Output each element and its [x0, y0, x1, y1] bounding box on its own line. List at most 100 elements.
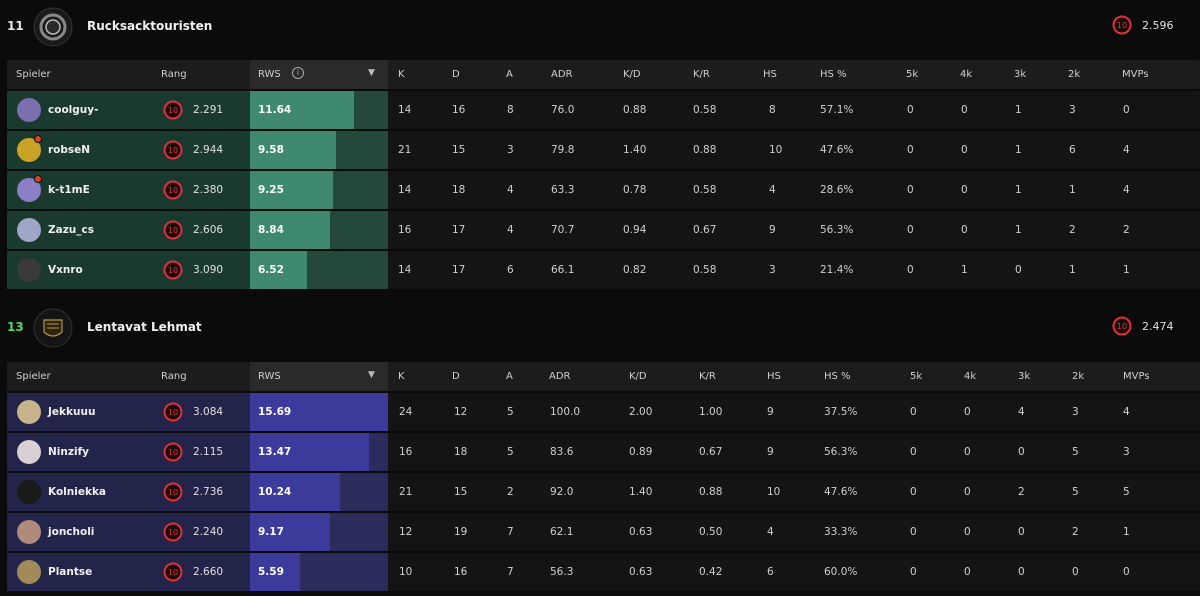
kd-value: 0.88 — [623, 104, 647, 116]
svg-text:10: 10 — [1117, 322, 1127, 331]
player-avatar[interactable] — [17, 520, 41, 544]
team-header: 11 Rucksacktouristen 10 2.596 — [0, 0, 1200, 52]
four-kills-value: 0 — [961, 224, 968, 236]
headshots-value: 9 — [769, 224, 776, 236]
column-header: 4k — [964, 371, 977, 382]
info-icon[interactable]: i — [292, 67, 304, 79]
five-kills-value: 0 — [910, 486, 917, 498]
column-header: RWS — [258, 69, 281, 80]
skill-level-icon: 10 — [163, 522, 183, 542]
three-kills-value: 1 — [1015, 184, 1022, 196]
team-name[interactable]: Rucksacktouristen — [87, 19, 213, 33]
deaths-value: 15 — [454, 486, 468, 498]
column-header: MVPs — [1123, 371, 1150, 382]
player-name[interactable]: Jekkuuu — [48, 406, 96, 418]
skill-level-icon: 10 — [163, 562, 183, 582]
chevron-down-icon: ▼ — [368, 68, 375, 78]
svg-text:10: 10 — [168, 266, 178, 275]
kr-value: 0.42 — [699, 566, 723, 578]
two-kills-value: 6 — [1069, 144, 1076, 156]
column-header: A — [506, 371, 513, 382]
player-row[interactable]: robseN 10 2.944 9.58 21 15 3 79.8 1.40 0.88 10 4… — [7, 131, 1200, 169]
player-avatar[interactable] — [17, 98, 41, 122]
player-avatar[interactable] — [17, 440, 41, 464]
player-avatar[interactable] — [17, 480, 41, 504]
player-avatar[interactable] — [17, 400, 41, 424]
rws-value: 9.58 — [258, 144, 284, 156]
kd-value: 0.63 — [629, 526, 653, 538]
skill-level-icon: 10 — [163, 100, 183, 120]
kd-value: 2.00 — [629, 406, 653, 418]
headshots-value: 4 — [769, 184, 776, 196]
column-header: 2k — [1068, 69, 1081, 80]
team-average-elo: 2.474 — [1142, 320, 1174, 333]
player-name[interactable]: k-t1mE — [48, 184, 90, 196]
svg-text:10: 10 — [168, 106, 178, 115]
two-kills-value: 3 — [1072, 406, 1079, 418]
player-avatar[interactable] — [17, 258, 41, 282]
player-row[interactable]: Ninzify 10 2.115 13.47 16 18 5 83.6 0.89 0.67 9… — [7, 433, 1200, 471]
headshot-percent-value: 37.5% — [824, 406, 858, 418]
headshot-percent-value: 60.0% — [824, 566, 858, 578]
sort-column-rws[interactable]: RWS i ▼ — [250, 60, 388, 89]
assists-value: 7 — [507, 526, 514, 538]
player-row[interactable]: k-t1mE 10 2.380 9.25 14 18 4 63.3 0.78 0.58 4 28… — [7, 171, 1200, 209]
kd-value: 0.82 — [623, 264, 647, 276]
svg-text:10: 10 — [168, 146, 178, 155]
column-header: MVPs — [1122, 69, 1149, 80]
rws-value: 15.69 — [258, 406, 292, 418]
mvps-value: 0 — [1123, 566, 1130, 578]
player-name[interactable]: joncholi — [48, 526, 95, 538]
adr-value: 63.3 — [551, 184, 575, 196]
player-avatar[interactable] — [17, 560, 41, 584]
headshot-percent-value: 47.6% — [824, 486, 858, 498]
sort-column-rws[interactable]: RWS ▼ — [250, 362, 388, 391]
player-row[interactable]: joncholi 10 2.240 9.17 12 19 7 62.1 0.63 0.50 4… — [7, 513, 1200, 551]
rws-value: 8.84 — [258, 224, 284, 236]
mvps-value: 4 — [1123, 184, 1130, 196]
player-name[interactable]: Zazu_cs — [48, 224, 95, 236]
player-row[interactable]: Kolniekka 10 2.736 10.24 21 15 2 92.0 1.40 0.8… — [7, 473, 1200, 511]
player-elo: 2.660 — [193, 566, 224, 578]
adr-value: 79.8 — [551, 144, 575, 156]
player-row[interactable]: Plantse 10 2.660 5.59 10 16 7 56.3 0.63 0.42 6 6… — [7, 553, 1200, 591]
headshots-value: 6 — [767, 566, 774, 578]
three-kills-value: 0 — [1015, 264, 1022, 276]
player-row[interactable]: Zazu_cs 10 2.606 8.84 16 17 4 70.7 0.94 0.67 9 5… — [7, 211, 1200, 249]
column-header: 5k — [910, 371, 923, 382]
player-name[interactable]: Plantse — [48, 566, 93, 578]
rws-bar-fill — [250, 393, 388, 431]
headshots-value: 4 — [767, 526, 774, 538]
svg-text:10: 10 — [168, 226, 178, 235]
team-scoreboard: Spieler Rang RWS ▼ K D A ADR K/D K/R HS … — [7, 362, 1200, 591]
player-row[interactable]: coolguy- 10 2.291 11.64 14 16 8 76.0 0.88 0.58… — [7, 91, 1200, 129]
player-name[interactable]: robseN — [48, 144, 91, 156]
assists-value: 4 — [507, 184, 514, 196]
kills-value: 10 — [399, 566, 413, 578]
five-kills-value: 0 — [907, 184, 914, 196]
rws-bar-fill — [250, 171, 333, 209]
column-header: A — [506, 69, 513, 80]
player-name[interactable]: Kolniekka — [48, 486, 107, 498]
player-name[interactable]: Ninzify — [48, 446, 89, 458]
player-elo: 2.944 — [193, 144, 224, 156]
column-header: Rang — [161, 69, 187, 80]
skill-level-icon: 10 — [163, 260, 183, 280]
player-avatar[interactable] — [17, 218, 41, 242]
player-name[interactable]: coolguy- — [48, 104, 99, 116]
team-name[interactable]: Lentavat Lehmat — [87, 320, 202, 334]
skill-level-icon: 10 — [163, 140, 183, 160]
player-row[interactable]: Jekkuuu 10 3.084 15.69 24 12 5 100.0 2.00 1.00… — [7, 393, 1200, 431]
player-name[interactable]: Vxnro — [48, 264, 83, 276]
two-kills-value: 0 — [1072, 566, 1079, 578]
assists-value: 5 — [507, 406, 514, 418]
player-elo: 3.084 — [193, 406, 224, 418]
five-kills-value: 0 — [910, 446, 917, 458]
player-row[interactable]: Vxnro 10 3.090 6.52 14 17 6 66.1 0.82 0.58 3 21.… — [7, 251, 1200, 289]
deaths-value: 18 — [452, 184, 466, 196]
headshots-value: 9 — [767, 446, 774, 458]
column-header: K/R — [699, 371, 716, 382]
column-header: 3k — [1014, 69, 1027, 80]
column-header: K/R — [693, 69, 710, 80]
team-scoreboard: Spieler Rang RWS i ▼ K D A ADR K/D K/R H… — [7, 60, 1200, 289]
